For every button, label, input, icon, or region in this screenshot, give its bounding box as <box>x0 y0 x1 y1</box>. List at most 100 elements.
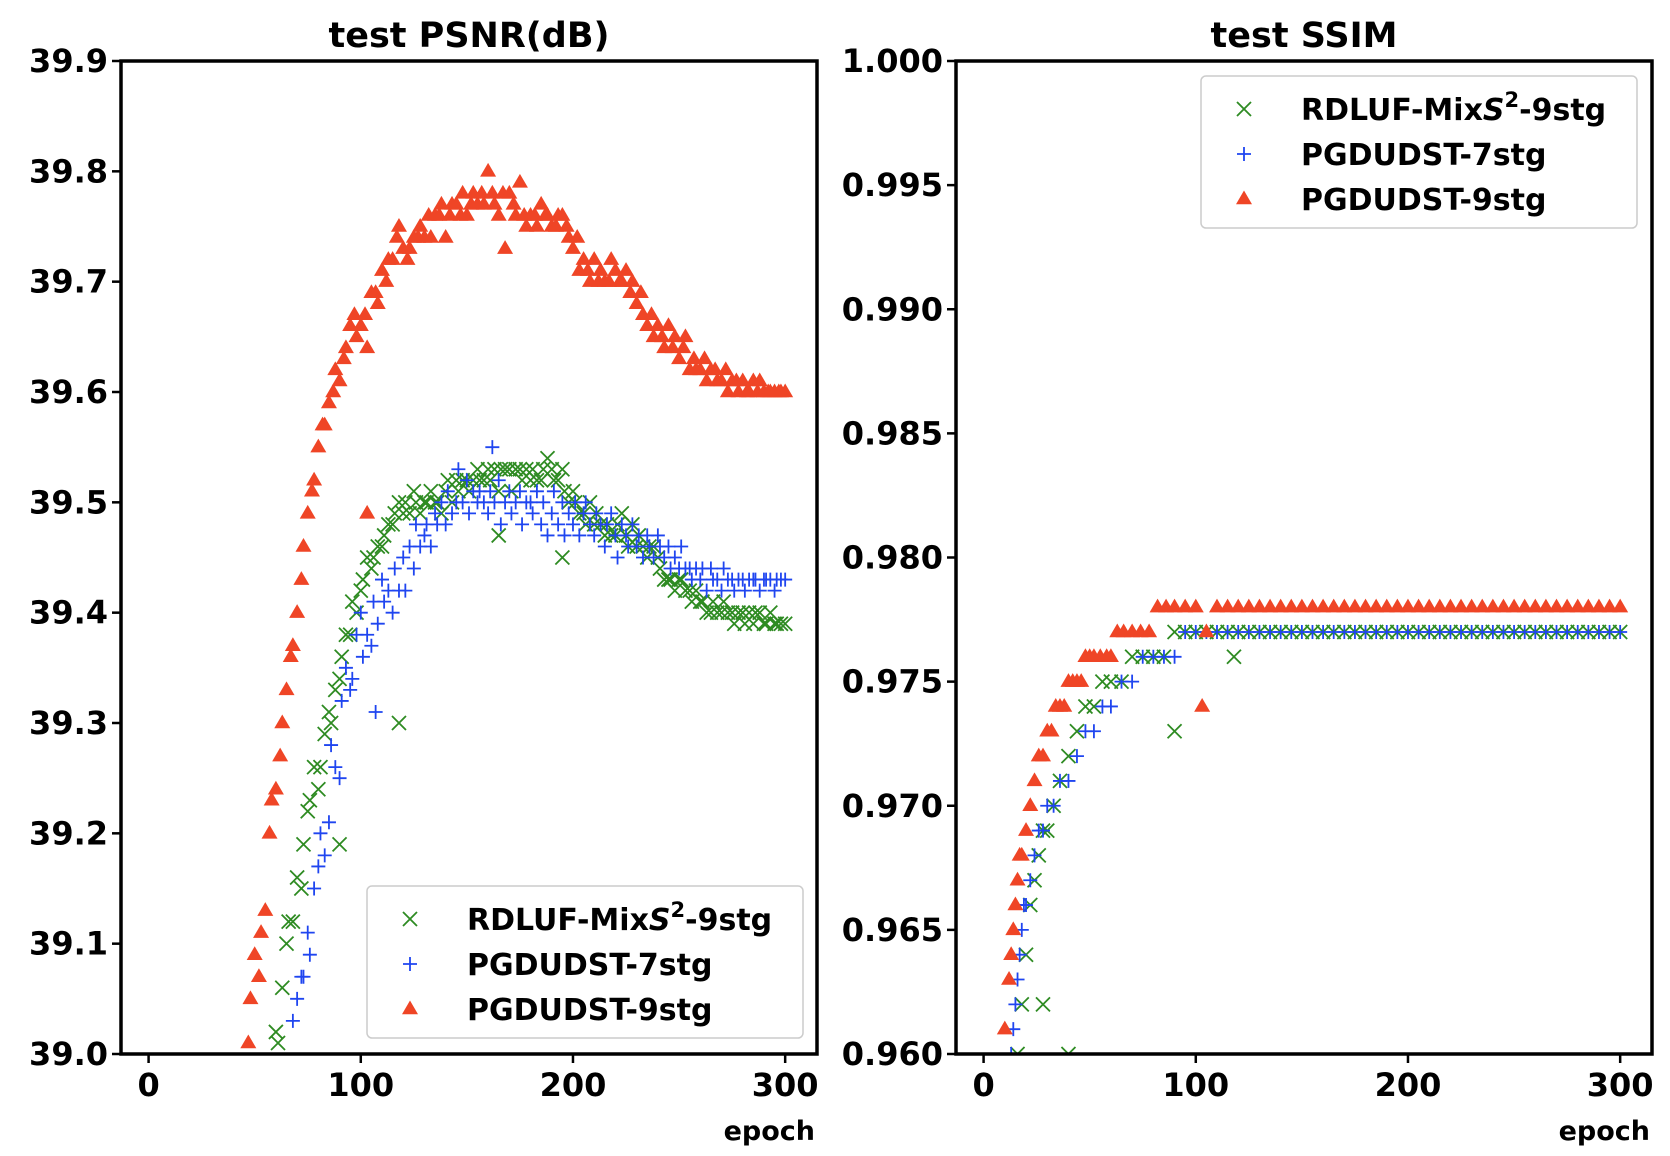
data-point-pgdudst-7stg <box>625 517 640 532</box>
data-point-pgdudst-9stg <box>357 306 374 321</box>
series-pgdudst-9stg <box>996 598 1629 1035</box>
data-point-rdluf <box>508 461 524 477</box>
data-point-pgdudst-9stg <box>664 339 681 354</box>
x-tick-label: 0 <box>137 1066 159 1104</box>
data-point-rdluf <box>730 605 747 621</box>
data-point-pgdudst-7stg <box>629 539 644 554</box>
data-point-pgdudst-7stg <box>481 506 496 521</box>
data-point-pgdudst-9stg <box>1368 598 1385 613</box>
data-point-pgdudst-7stg <box>504 506 519 521</box>
data-point-pgdudst-9stg <box>1399 598 1416 613</box>
data-point-pgdudst-7stg <box>1008 997 1023 1012</box>
data-point-pgdudst-9stg <box>293 571 310 585</box>
y-tick-label: 39.1 <box>29 925 108 963</box>
data-point-pgdudst-9stg <box>1336 598 1353 613</box>
y-tick-label: 0.980 <box>842 539 943 577</box>
data-point-pgdudst-7stg <box>317 848 332 863</box>
data-point-rdluf <box>338 627 354 643</box>
data-point-pgdudst-9stg <box>569 229 586 243</box>
plot-area <box>240 162 794 1051</box>
legend-label-main: RDLUF-Mix <box>1301 93 1483 128</box>
data-point-pgdudst-7stg <box>515 517 530 532</box>
data-point-pgdudst-7stg <box>368 704 383 719</box>
data-point-pgdudst-9stg <box>282 648 299 663</box>
data-point-pgdudst-9stg <box>1442 598 1459 613</box>
x-tick-label: 200 <box>1375 1066 1442 1104</box>
data-point-pgdudst-9stg <box>1612 598 1629 613</box>
data-point-pgdudst-9stg <box>454 184 471 199</box>
data-point-pgdudst-7stg <box>285 1013 300 1028</box>
data-point-rdluf <box>699 605 715 621</box>
axes-frame <box>119 59 819 1056</box>
data-point-pgdudst-9stg <box>1005 921 1022 936</box>
data-point-pgdudst-9stg <box>1580 598 1597 613</box>
data-point-pgdudst-9stg <box>1219 598 1236 613</box>
data-point-pgdudst-7stg <box>364 638 379 653</box>
data-point-pgdudst-9stg <box>1346 598 1363 613</box>
data-point-pgdudst-9stg <box>1007 896 1024 911</box>
data-point-pgdudst-9stg <box>352 317 369 332</box>
data-point-rdluf <box>397 494 413 510</box>
data-point-pgdudst-9stg <box>654 328 671 343</box>
legend: RDLUF-MixS2-9stg PGDUDST-7stg PGDUDST-9stg <box>366 885 804 1039</box>
data-point-pgdudst-9stg <box>1187 598 1204 613</box>
data-point-pgdudst-7stg <box>370 616 385 631</box>
data-point-rdluf <box>365 549 382 566</box>
data-point-pgdudst-9stg <box>359 339 376 354</box>
data-point-pgdudst-9stg <box>505 195 522 210</box>
data-point-rdluf <box>741 605 757 621</box>
data-point-pgdudst-7stg <box>737 583 752 598</box>
data-point-pgdudst-7stg <box>438 517 453 532</box>
legend-label-main: PGDUDST-9stg <box>1301 183 1546 218</box>
data-point-pgdudst-9stg <box>777 383 794 398</box>
legend-label-sup: 2 <box>1505 88 1520 112</box>
data-point-pgdudst-9stg <box>1272 598 1289 613</box>
y-tick-label: 39.2 <box>29 814 108 852</box>
data-point-pgdudst-9stg <box>639 317 656 332</box>
legend-label-italic: S <box>1483 93 1505 128</box>
data-point-pgdudst-7stg <box>752 583 767 598</box>
data-point-pgdudst-9stg <box>1230 598 1247 613</box>
data-point-pgdudst-9stg <box>437 229 454 243</box>
x-tick-label: 300 <box>752 1066 819 1104</box>
data-point-rdluf <box>1077 698 1094 715</box>
data-point-pgdudst-7stg <box>1019 898 1034 913</box>
data-point-pgdudst-9stg <box>601 273 618 287</box>
data-point-pgdudst-7stg <box>529 484 544 499</box>
data-point-pgdudst-9stg <box>240 1034 257 1049</box>
data-point-pgdudst-7stg <box>1069 749 1084 764</box>
data-point-pgdudst-7stg <box>650 528 665 543</box>
data-point-pgdudst-9stg <box>558 218 575 232</box>
data-point-pgdudst-9stg <box>1548 598 1565 613</box>
data-point-pgdudst-7stg <box>576 506 591 521</box>
data-point-pgdudst-9stg <box>475 195 492 210</box>
data-point-pgdudst-9stg <box>242 990 259 1005</box>
y-tick-label: 0.985 <box>842 414 943 452</box>
data-point-pgdudst-9stg <box>1166 598 1183 613</box>
data-point-pgdudst-9stg <box>1056 697 1073 712</box>
data-point-pgdudst-9stg <box>1378 598 1395 613</box>
data-point-pgdudst-9stg <box>1022 797 1039 811</box>
data-point-pgdudst-7stg <box>1046 798 1061 813</box>
data-point-rdluf <box>331 671 348 687</box>
data-point-pgdudst-9stg <box>592 262 609 276</box>
data-point-pgdudst-7stg <box>589 506 604 521</box>
data-point-rdluf <box>380 516 397 533</box>
data-point-rdluf <box>323 715 339 731</box>
data-point-pgdudst-7stg <box>417 528 432 543</box>
data-point-pgdudst-9stg <box>359 504 376 519</box>
data-point-pgdudst-7stg <box>423 539 438 554</box>
data-point-rdluf <box>327 682 343 698</box>
data-point-rdluf <box>705 593 721 610</box>
data-point-pgdudst-7stg <box>455 495 470 510</box>
data-point-pgdudst-9stg <box>734 372 751 387</box>
data-point-pgdudst-7stg <box>674 539 689 554</box>
data-point-pgdudst-7stg <box>604 506 619 521</box>
data-point-pgdudst-9stg <box>1013 846 1030 861</box>
legend-marker-pgdudst-9stg <box>1236 190 1252 205</box>
data-point-pgdudst-7stg <box>1023 873 1038 888</box>
data-point-pgdudst-7stg <box>1103 699 1118 714</box>
data-point-pgdudst-9stg <box>707 361 724 376</box>
data-point-pgdudst-9stg <box>1537 598 1554 613</box>
data-point-pgdudst-9stg <box>433 195 450 210</box>
